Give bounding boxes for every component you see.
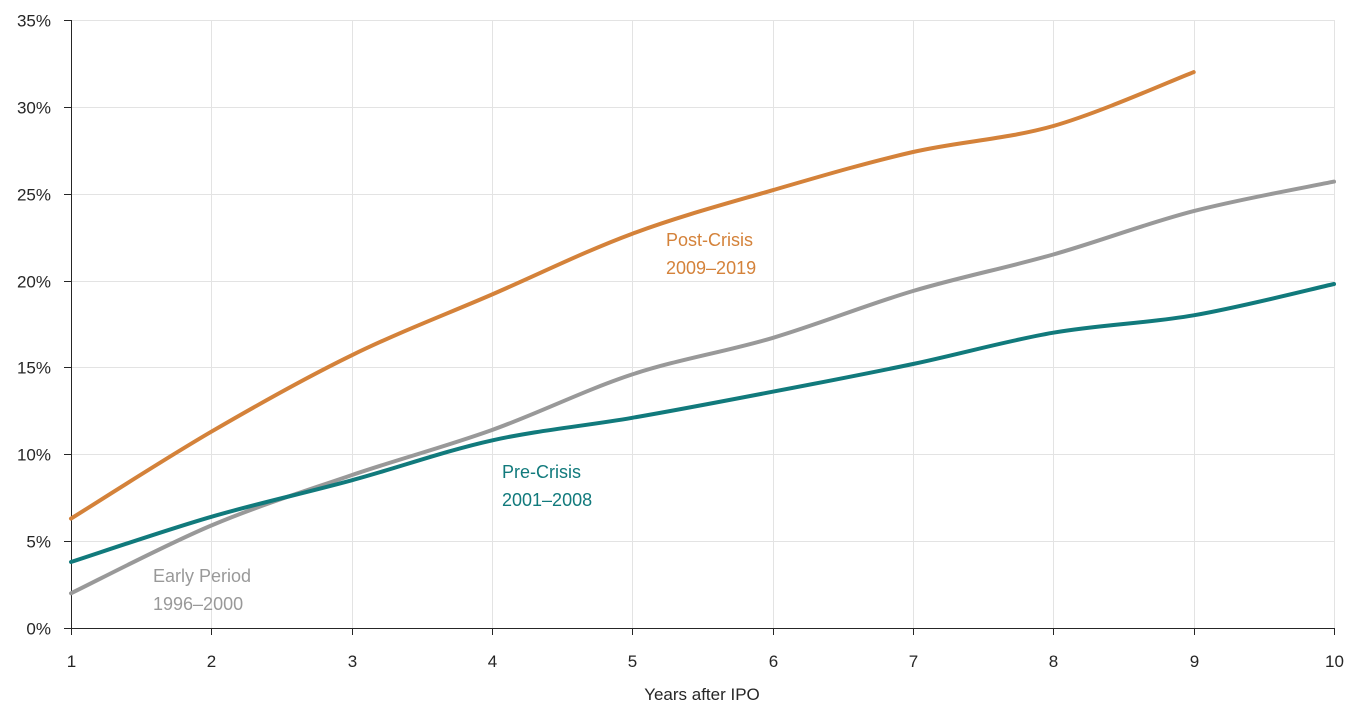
series-label-line: Post-Crisis	[666, 230, 753, 250]
series-line-pre	[69, 282, 1336, 564]
x-tick-label: 2	[207, 652, 216, 671]
y-tick-label: 0%	[26, 620, 51, 639]
series-label-post: Post-Crisis 2009–2019	[666, 230, 756, 278]
series-label-early: Early Period 1996–2000	[153, 566, 251, 614]
series-line-post	[69, 70, 1196, 521]
series-lines	[69, 70, 1336, 596]
y-tick-label: 10%	[17, 446, 51, 465]
x-tick-label: 4	[488, 652, 497, 671]
series-label-line: Pre-Crisis	[502, 462, 581, 482]
x-axis-title: Years after IPO	[644, 685, 760, 704]
series-label-line: 1996–2000	[153, 594, 243, 614]
x-tick-label: 6	[769, 652, 778, 671]
x-tick-label: 8	[1049, 652, 1058, 671]
series-label-line: 2009–2019	[666, 258, 756, 278]
series-label-line: Early Period	[153, 566, 251, 586]
x-axis-ticks: 1 2 3 4 5 6 7 8 9 10	[67, 628, 1344, 671]
y-tick-label: 15%	[17, 359, 51, 378]
y-tick-label: 20%	[17, 273, 51, 292]
gridlines	[71, 20, 1335, 628]
x-tick-label: 1	[67, 652, 76, 671]
series-annotations: Post-Crisis 2009–2019 Early Period 1996–200…	[153, 230, 756, 614]
series-label-pre: Pre-Crisis 2001–2008	[502, 462, 592, 510]
y-axis-ticks: 0% 5% 10% 15% 20% 25% 30% 35%	[17, 12, 71, 639]
x-tick-label: 3	[348, 652, 357, 671]
series-label-line: 2001–2008	[502, 490, 592, 510]
y-tick-label: 35%	[17, 12, 51, 31]
y-tick-label: 25%	[17, 186, 51, 205]
x-tick-label: 10	[1325, 652, 1344, 671]
y-tick-label: 30%	[17, 99, 51, 118]
x-tick-label: 7	[909, 652, 918, 671]
x-tick-label: 9	[1190, 652, 1199, 671]
y-tick-label: 5%	[26, 533, 51, 552]
x-tick-label: 5	[628, 652, 637, 671]
